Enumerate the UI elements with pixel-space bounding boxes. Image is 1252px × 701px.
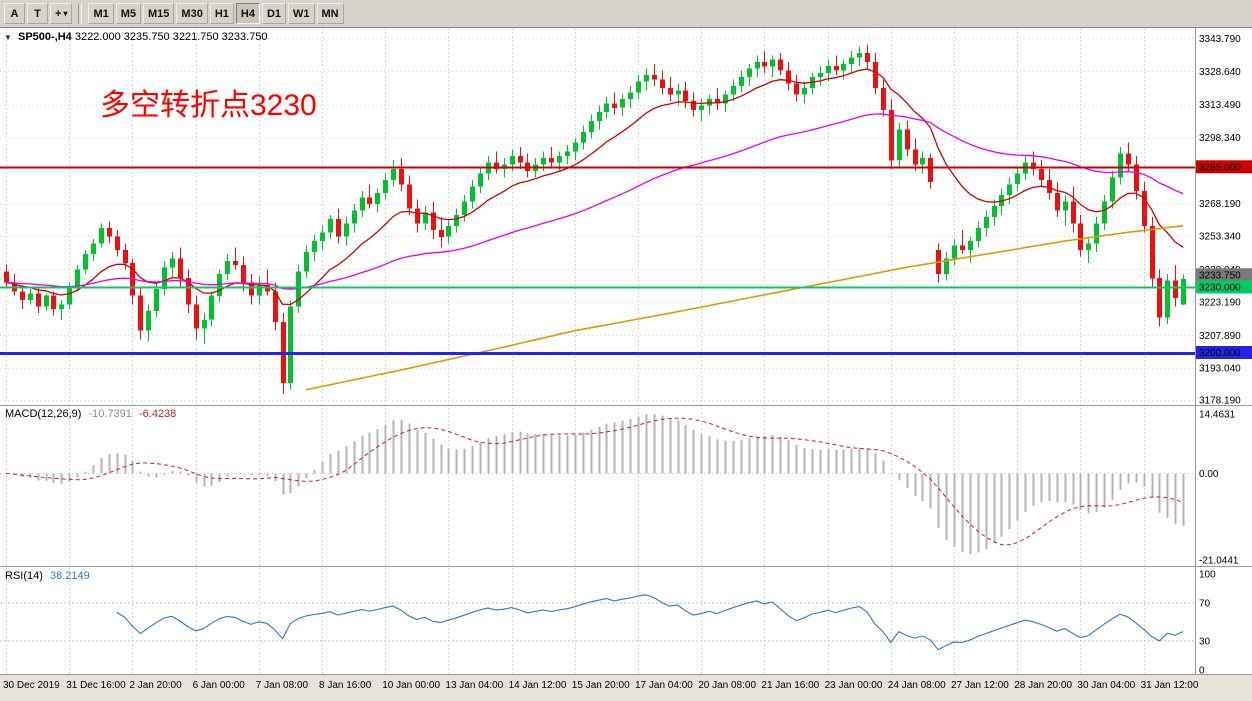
svg-text:21 Jan 16:00: 21 Jan 16:00 [761,680,819,691]
svg-text:2 Jan 20:00: 2 Jan 20:00 [129,680,182,691]
timeframe-button-mn[interactable]: MN [316,3,344,24]
text-tool-button[interactable]: T [27,3,48,24]
svg-text:27 Jan 12:00: 27 Jan 12:00 [951,680,1009,691]
svg-text:13 Jan 04:00: 13 Jan 04:00 [445,680,503,691]
crosshair-tool-dropdown-button[interactable]: + ▾ [50,3,73,24]
svg-text:3233.750: 3233.750 [1199,270,1241,281]
svg-text:100: 100 [1199,570,1216,581]
svg-text:3200.000: 3200.000 [1199,348,1241,359]
grid-layer [0,28,1195,674]
svg-text:3313.490: 3313.490 [1199,100,1241,111]
horizontal-lines-layer [0,166,1195,355]
timeframe-button-h4[interactable]: H4 [235,3,260,24]
panel-separators[interactable] [0,28,1252,675]
svg-text:28 Jan 20:00: 28 Jan 20:00 [1014,680,1072,691]
svg-text:30: 30 [1199,637,1211,648]
svg-text:3193.040: 3193.040 [1199,363,1241,374]
timeframe-button-d1[interactable]: D1 [261,3,287,24]
timeframe-button-w1[interactable]: W1 [288,3,315,24]
chart-annotation-text[interactable]: 多空转折点3230 [100,89,317,122]
svg-text:3328.640: 3328.640 [1199,67,1241,78]
svg-text:31 Jan 12:00: 31 Jan 12:00 [1141,680,1199,691]
top-toolbar: A T + ▾ M1 M5 M15 M30 H1 H4 D1 W1 MN [0,0,1252,28]
rsi-layer: 100 70 30 0 [0,570,1216,677]
dropdown-arrow-icon: ▾ [63,9,68,18]
svg-text:3207.890: 3207.890 [1199,331,1241,342]
svg-text:31 Dec 16:00: 31 Dec 16:00 [66,680,126,691]
svg-text:24 Jan 08:00: 24 Jan 08:00 [888,680,946,691]
svg-text:17 Jan 04:00: 17 Jan 04:00 [635,680,693,691]
svg-text:70: 70 [1199,598,1211,609]
svg-text:3253.340: 3253.340 [1199,232,1241,243]
svg-text:3285.000: 3285.000 [1199,162,1241,173]
timeframe-button-m15[interactable]: M15 [143,3,175,24]
svg-text:3223.190: 3223.190 [1199,297,1241,308]
svg-text:30 Jan 04:00: 30 Jan 04:00 [1077,680,1135,691]
svg-text:30 Dec 2019: 30 Dec 2019 [3,680,60,691]
svg-text:6 Jan 00:00: 6 Jan 00:00 [193,680,246,691]
timeframe-button-group: M1 M5 M15 M30 H1 H4 D1 W1 MN [87,3,344,24]
svg-text:23 Jan 00:00: 23 Jan 00:00 [825,680,883,691]
timeframe-button-m30[interactable]: M30 [176,3,208,24]
svg-text:7 Jan 08:00: 7 Jan 08:00 [256,680,309,691]
svg-text:14.4631: 14.4631 [1199,410,1236,421]
time-axis[interactable]: 30 Dec 2019 31 Dec 16:00 2 Jan 20:00 6 Jan … [3,680,1199,691]
crosshair-icon: + [55,7,62,20]
hline-price-badge[interactable]: 3285.000 [1196,160,1252,174]
hline-price-badge[interactable]: 3200.000 [1196,346,1252,359]
svg-text:3268.190: 3268.190 [1199,199,1241,210]
current-price-badge[interactable]: 3233.750 [1196,268,1252,282]
svg-text:15 Jan 20:00: 15 Jan 20:00 [572,680,630,691]
svg-text:3178.190: 3178.190 [1199,396,1241,407]
chart-canvas[interactable]: 3343.790 3328.640 3313.490 3298.340 3268.190… [0,28,1252,701]
time-axis-strip [0,675,1252,701]
moving-averages-layer [5,68,1184,391]
timeframe-button-h1[interactable]: H1 [209,3,234,24]
macd-layer: 14.4631 0.00 -21.0441 [0,410,1239,567]
svg-text:14 Jan 12:00: 14 Jan 12:00 [509,680,567,691]
cursor-tool-button[interactable]: A [4,3,25,24]
toolbar-separator [78,3,83,24]
chart-window[interactable]: 3343.790 3328.640 3313.490 3298.340 3268.190… [0,28,1252,701]
svg-text:0.00: 0.00 [1199,469,1219,480]
svg-text:3298.340: 3298.340 [1199,133,1241,144]
svg-text:10 Jan 00:00: 10 Jan 00:00 [382,680,440,691]
hline-price-badge[interactable]: 3230.000 [1196,280,1252,294]
timeframe-button-m5[interactable]: M5 [115,3,142,24]
svg-text:3230.000: 3230.000 [1199,283,1241,294]
svg-text:8 Jan 16:00: 8 Jan 16:00 [319,680,372,691]
svg-text:3343.790: 3343.790 [1199,34,1241,45]
timeframe-button-m1[interactable]: M1 [88,3,114,24]
svg-text:20 Jan 08:00: 20 Jan 08:00 [698,680,756,691]
svg-text:0: 0 [1199,666,1205,677]
svg-text:-21.0441: -21.0441 [1199,556,1239,567]
